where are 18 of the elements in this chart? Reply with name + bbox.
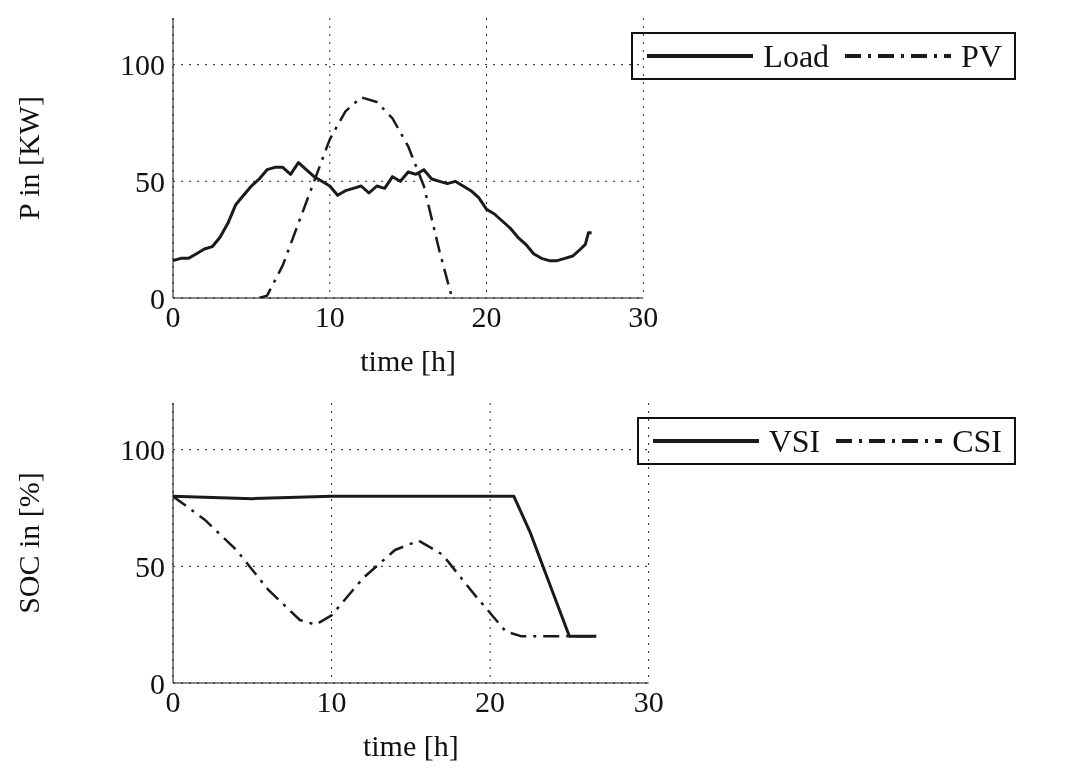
x-axis-title: time [h] bbox=[360, 344, 457, 377]
legend-label: VSI bbox=[768, 422, 821, 461]
y-tick-label: 100 bbox=[120, 48, 165, 82]
x-tick-label: 10 bbox=[316, 685, 347, 719]
y-tick-label: 50 bbox=[135, 549, 165, 583]
x-tick-label: 10 bbox=[314, 300, 345, 334]
y-axis-title: SOC in [%] bbox=[11, 472, 45, 614]
y-axis-title: P in [KW] bbox=[11, 96, 45, 220]
x-tick-label: 30 bbox=[628, 300, 659, 334]
legend-label: PV bbox=[961, 37, 1002, 76]
legend-label: CSI bbox=[952, 422, 1002, 461]
x-tick-label: 20 bbox=[471, 300, 502, 334]
legend-label: Load bbox=[763, 37, 830, 76]
x-tick-label: 30 bbox=[633, 685, 664, 719]
y-tick-label: 50 bbox=[135, 164, 165, 198]
x-tick-label: 20 bbox=[475, 685, 506, 719]
x-axis-title: time [h] bbox=[362, 729, 459, 762]
y-tick-label: 100 bbox=[120, 433, 165, 467]
